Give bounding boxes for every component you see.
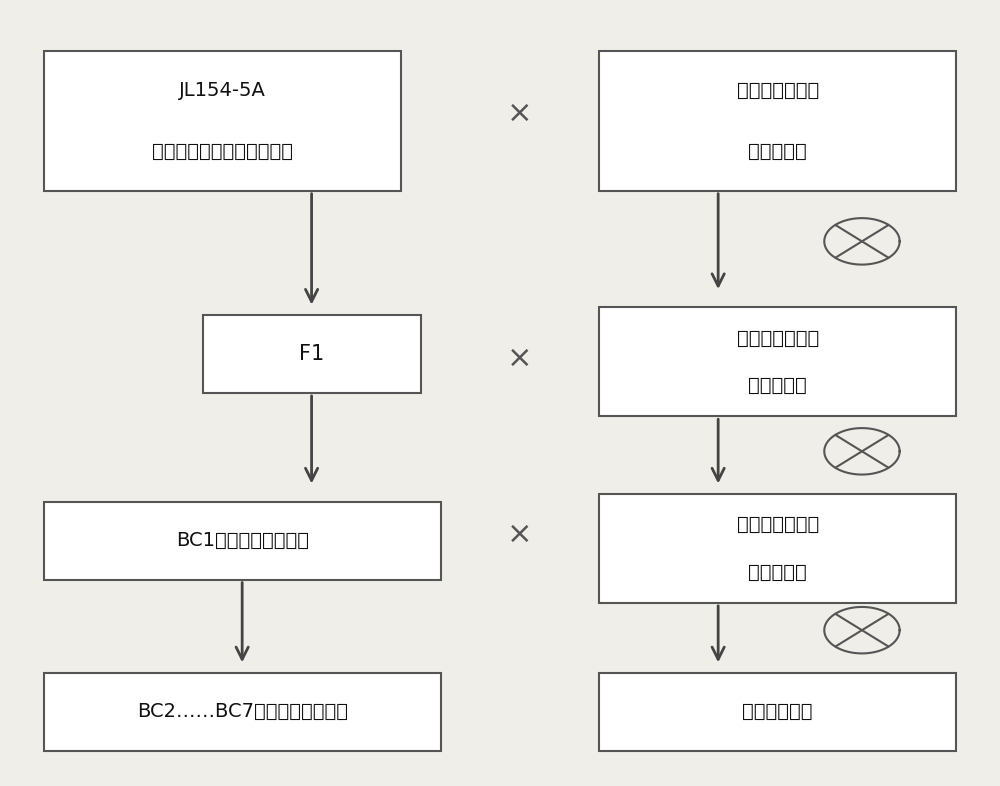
FancyBboxPatch shape [599, 307, 956, 417]
Text: ×: × [507, 98, 533, 127]
FancyBboxPatch shape [599, 673, 956, 751]
FancyBboxPatch shape [44, 502, 441, 579]
Text: BC1（回交一代株系）: BC1（回交一代株系） [176, 531, 309, 550]
Text: （自交系）: （自交系） [748, 376, 807, 395]
Text: JL154-5A: JL154-5A [179, 80, 266, 100]
Text: 宽柄芥保持系: 宽柄芥保持系 [742, 703, 813, 722]
Text: （茎瘰芥胞质雄性不育系）: （茎瘰芥胞质雄性不育系） [152, 142, 293, 161]
Text: F1: F1 [299, 344, 324, 364]
FancyBboxPatch shape [599, 494, 956, 603]
Polygon shape [824, 428, 900, 475]
Text: BC2……BC7（宽柄芥不育系）: BC2……BC7（宽柄芥不育系） [137, 703, 348, 722]
FancyBboxPatch shape [599, 51, 956, 191]
Polygon shape [824, 607, 900, 653]
Text: （自交系）: （自交系） [748, 142, 807, 161]
Text: 宽柄芥优良品种: 宽柄芥优良品种 [737, 515, 819, 534]
Text: ×: × [507, 520, 533, 549]
FancyBboxPatch shape [203, 315, 421, 393]
Text: （自交系）: （自交系） [748, 563, 807, 582]
FancyBboxPatch shape [44, 673, 441, 751]
Text: 宽柄芥优良品种: 宽柄芥优良品种 [737, 329, 819, 347]
Polygon shape [824, 219, 900, 265]
Text: 宽柄芥优良品种: 宽柄芥优良品种 [737, 80, 819, 100]
FancyBboxPatch shape [44, 51, 401, 191]
Text: ×: × [507, 343, 533, 373]
